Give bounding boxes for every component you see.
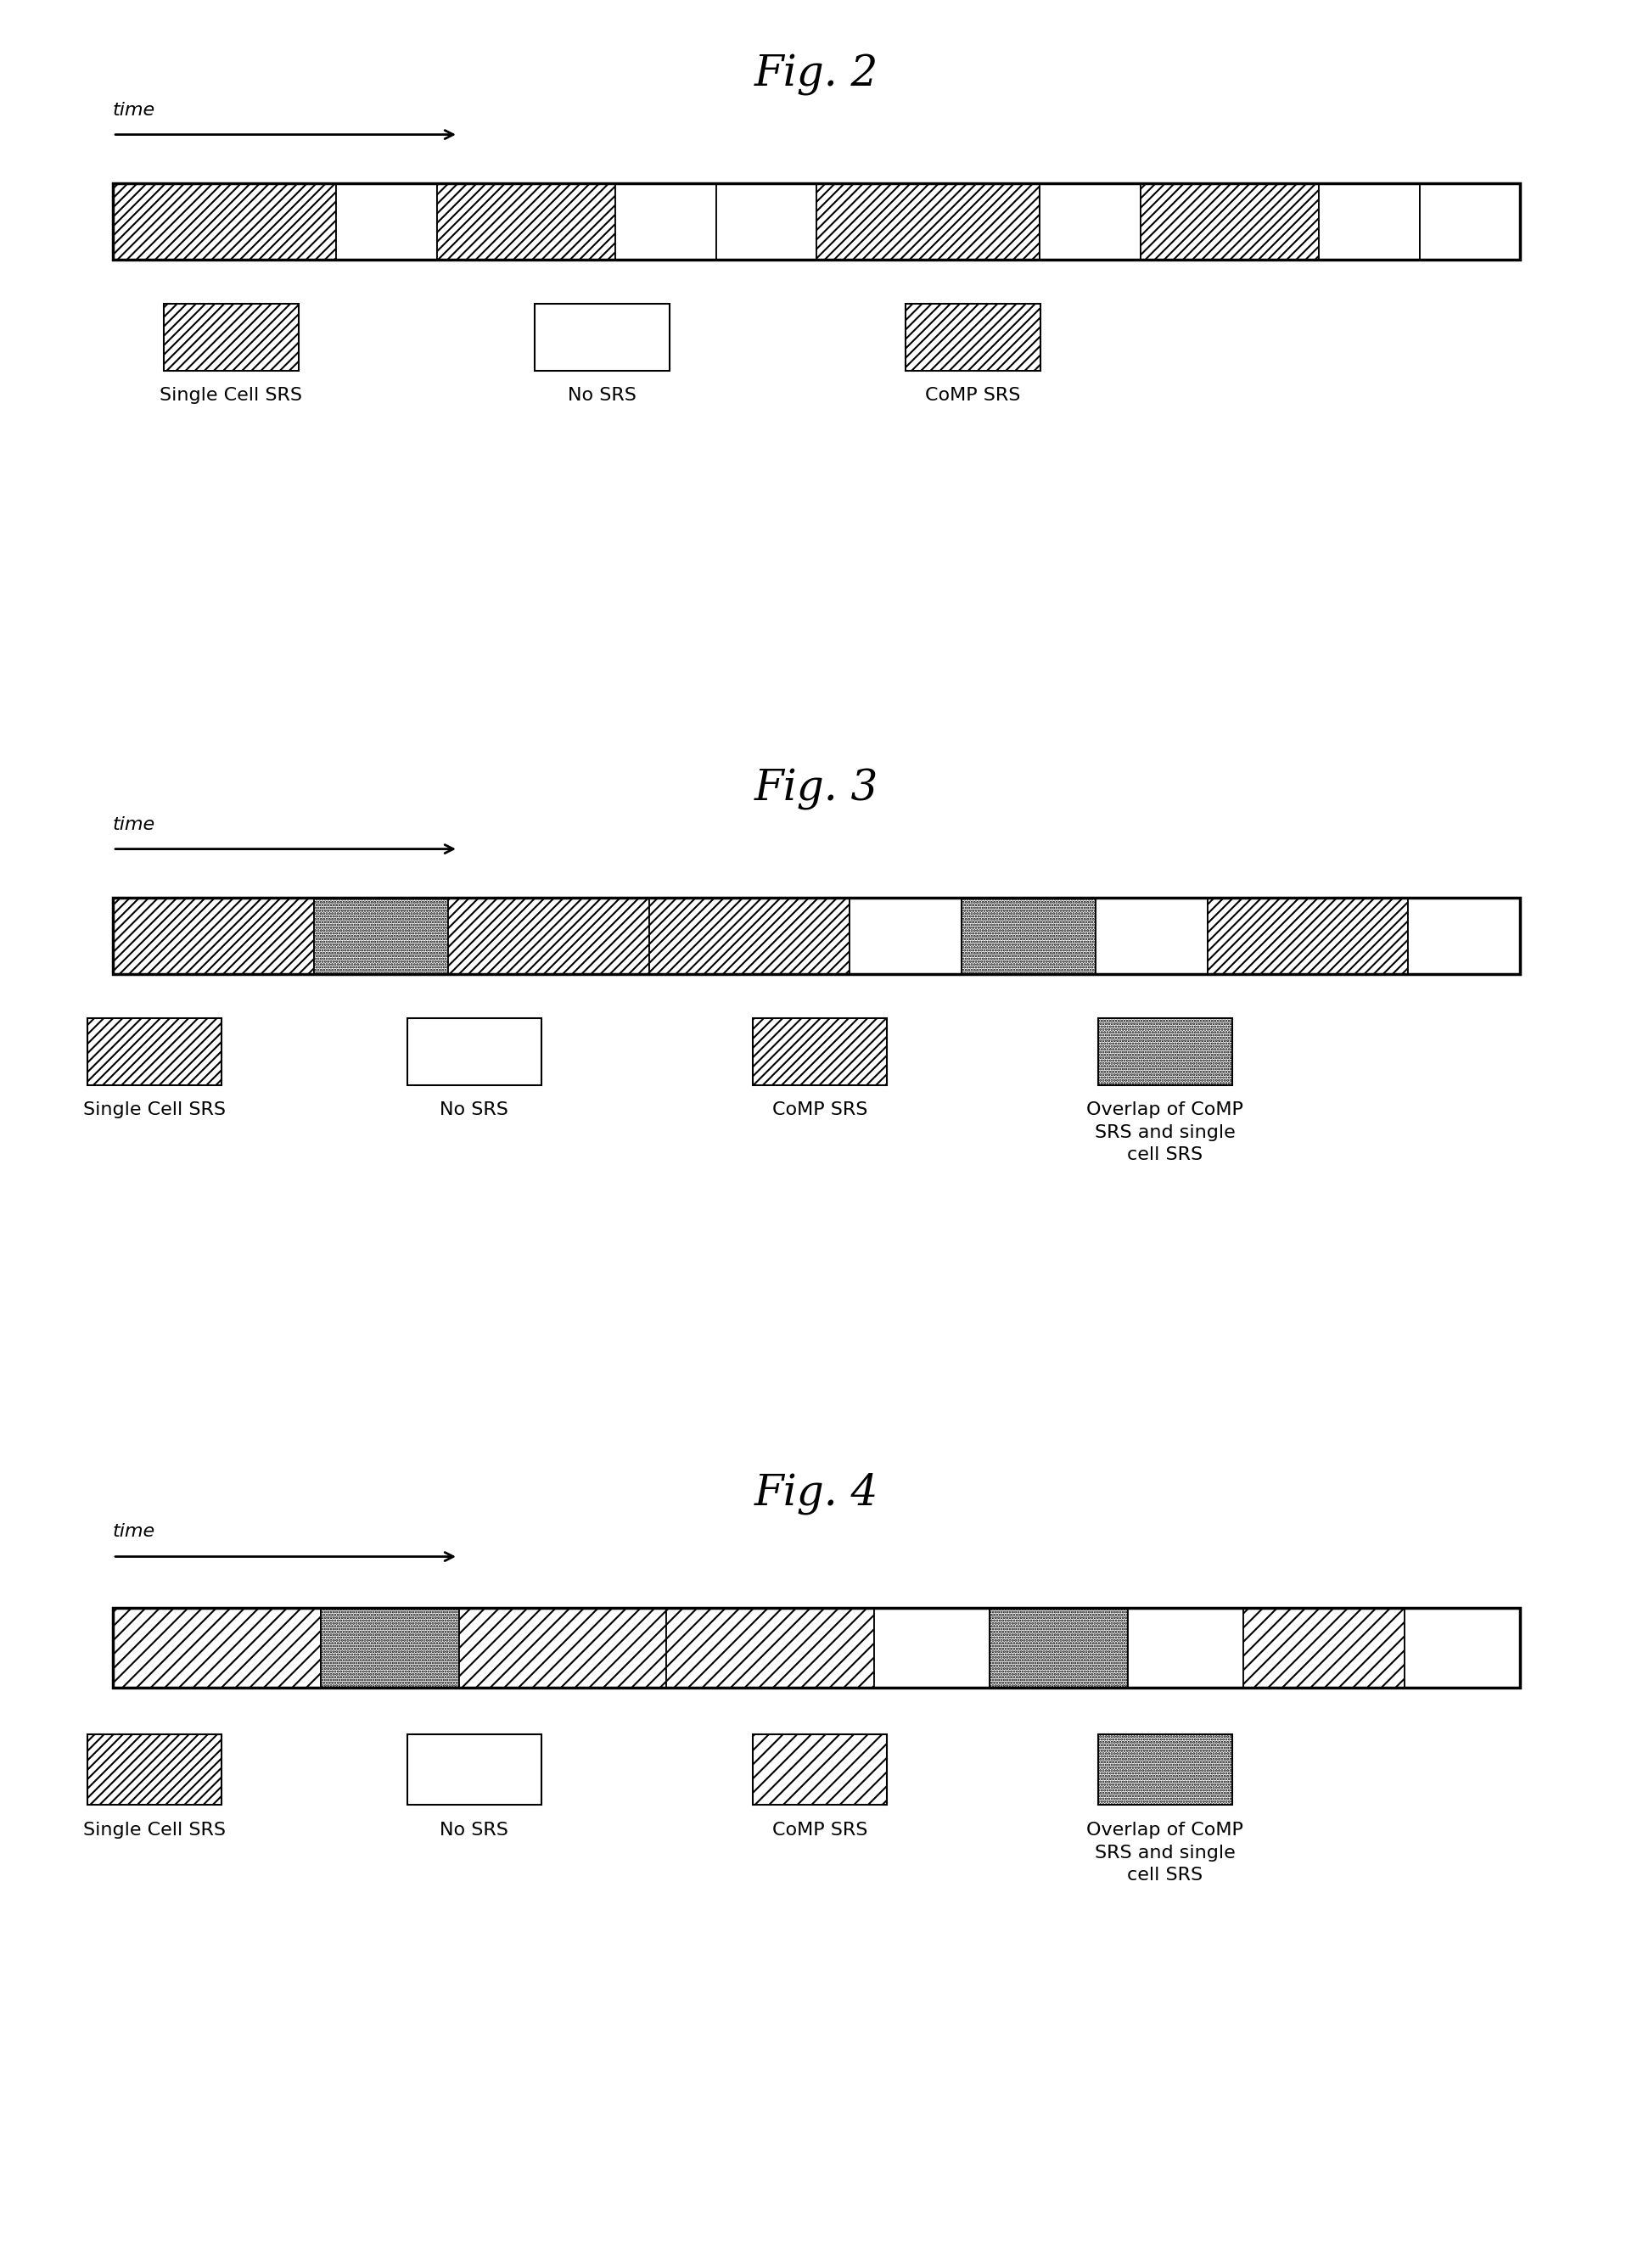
Bar	[1242, 1608, 1404, 1687]
Text: CoMP SRS: CoMP SRS	[925, 388, 1020, 404]
Text: CoMP SRS: CoMP SRS	[772, 1102, 867, 1118]
Bar	[163, 304, 299, 372]
Text: Overlap of CoMP
SRS and single
cell SRS: Overlap of CoMP SRS and single cell SRS	[1085, 1102, 1244, 1163]
Bar	[1319, 184, 1418, 259]
Bar	[535, 304, 669, 372]
Bar	[406, 1018, 542, 1086]
Bar	[1407, 898, 1519, 973]
Bar	[752, 1735, 886, 1805]
Text: CoMP SRS: CoMP SRS	[772, 1821, 867, 1839]
Bar	[336, 184, 436, 259]
Bar	[989, 1608, 1128, 1687]
Bar	[816, 184, 1040, 259]
Bar	[113, 1608, 1519, 1687]
Bar	[1418, 184, 1519, 259]
Text: time: time	[113, 816, 155, 832]
Bar	[320, 1608, 459, 1687]
Text: Single Cell SRS: Single Cell SRS	[83, 1821, 225, 1839]
Bar	[752, 1018, 886, 1086]
Text: Fig. 2: Fig. 2	[754, 54, 878, 95]
Text: Single Cell SRS: Single Cell SRS	[160, 388, 302, 404]
Bar	[615, 184, 715, 259]
Bar	[113, 184, 336, 259]
Text: No SRS: No SRS	[568, 388, 636, 404]
Bar	[648, 898, 850, 973]
Bar	[1139, 184, 1319, 259]
Text: Fig. 4: Fig. 4	[754, 1472, 878, 1515]
Text: No SRS: No SRS	[439, 1102, 508, 1118]
Text: Overlap of CoMP
SRS and single
cell SRS: Overlap of CoMP SRS and single cell SRS	[1085, 1821, 1244, 1885]
Bar	[113, 1608, 320, 1687]
Bar	[961, 898, 1095, 973]
Bar	[86, 1018, 222, 1086]
Text: Single Cell SRS: Single Cell SRS	[83, 1102, 225, 1118]
Bar	[406, 1735, 542, 1805]
Bar	[1097, 1735, 1232, 1805]
Bar	[86, 1735, 222, 1805]
Text: time: time	[113, 102, 155, 118]
Bar	[1040, 184, 1139, 259]
Text: time: time	[113, 1522, 155, 1540]
Bar	[1128, 1608, 1242, 1687]
Bar	[113, 898, 1519, 973]
Bar	[1206, 898, 1407, 973]
Bar	[666, 1608, 873, 1687]
Bar	[436, 184, 615, 259]
Bar	[1097, 1018, 1232, 1086]
Bar	[113, 898, 313, 973]
Bar	[1095, 898, 1206, 973]
Bar	[715, 184, 816, 259]
Text: No SRS: No SRS	[439, 1821, 508, 1839]
Bar	[447, 898, 648, 973]
Bar	[906, 304, 1040, 372]
Bar	[873, 1608, 989, 1687]
Bar	[313, 898, 447, 973]
Bar	[113, 184, 1519, 259]
Bar	[459, 1608, 666, 1687]
Bar	[1404, 1608, 1519, 1687]
Bar	[850, 898, 961, 973]
Text: Fig. 3: Fig. 3	[754, 769, 878, 810]
